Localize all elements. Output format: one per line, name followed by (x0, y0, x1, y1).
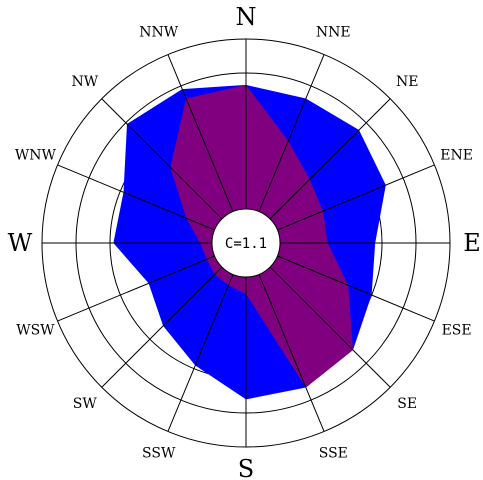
direction-label-sw: SW (73, 396, 98, 412)
ray-ne (269, 98, 391, 220)
direction-label-wsw: WSW (16, 322, 55, 338)
ray-nw (101, 98, 223, 220)
direction-label-nnw: NNW (139, 24, 179, 40)
calm-circle (211, 208, 281, 278)
direction-label-nw: NW (71, 74, 98, 90)
direction-label-e: E (463, 229, 481, 257)
direction-label-nne: NNE (316, 24, 351, 40)
ray-nnw (167, 54, 234, 212)
ray-sse (258, 274, 325, 432)
ray-ene (277, 164, 435, 231)
direction-label-ene: ENE (440, 148, 473, 164)
direction-label-n: N (236, 3, 257, 31)
ray-wsw (57, 255, 215, 322)
ray-se (269, 266, 391, 388)
direction-label-wnw: WNW (15, 148, 57, 164)
direction-label-sse: SSE (319, 446, 348, 462)
direction-label-ese: ESE (442, 322, 472, 338)
ray-sw (101, 266, 223, 388)
direction-label-w: W (8, 229, 33, 257)
ray-ssw (167, 274, 234, 432)
ray-nne (258, 54, 325, 212)
direction-rays (42, 39, 450, 447)
direction-label-se: SE (397, 396, 417, 412)
calm-label: C=1.1 (225, 236, 267, 252)
direction-label-s: S (238, 455, 254, 480)
direction-labels: N NNE NE ENE E ESE SE SSE S SSW SW WSW W WNW NW NNW (8, 3, 481, 480)
direction-label-ne: NE (396, 74, 418, 90)
direction-label-ssw: SSW (142, 446, 176, 462)
ray-wnw (57, 164, 215, 231)
ray-ese (277, 255, 435, 322)
